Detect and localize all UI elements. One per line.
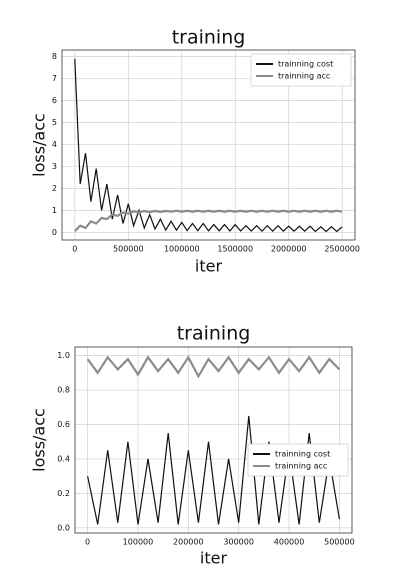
legend-label: trainning cost — [278, 60, 333, 69]
y-tick-label: 1 — [52, 206, 57, 215]
y-tick-label: 3 — [52, 162, 57, 171]
y-tick-label: 6 — [52, 96, 57, 105]
y-tick-label: 7 — [52, 74, 57, 83]
series-line — [74, 209, 343, 232]
series-line — [74, 58, 343, 233]
x-tick-label: 0 — [72, 245, 77, 254]
y-tick-label: 0.2 — [57, 489, 70, 498]
y-tick-label: 0.8 — [57, 386, 70, 395]
x-tick-label: 0 — [85, 538, 90, 547]
plot-frame — [74, 346, 353, 534]
x-tick-label: 300000 — [223, 538, 254, 547]
y-tick-label: 2 — [52, 184, 57, 193]
legend-label: trainning cost — [275, 450, 330, 459]
y-tick-label: 0.6 — [57, 420, 70, 429]
x-tick-label: 500000 — [324, 538, 355, 547]
y-tick-label: 0.4 — [57, 454, 70, 463]
x-tick-label: 2000000 — [271, 245, 307, 254]
x-tick-label: 400000 — [274, 538, 305, 547]
x-tick-label: 2500000 — [324, 245, 360, 254]
y-axis-label: loss/acc — [30, 408, 49, 472]
chart-title: training — [172, 27, 246, 49]
y-tick-label: 0.0 — [57, 523, 70, 532]
y-axis-label: loss/acc — [30, 113, 49, 177]
legend-label: trainning acc — [278, 72, 330, 81]
y-tick-label: 0 — [52, 228, 57, 237]
x-axis-label: iter — [195, 257, 223, 276]
series-line — [87, 415, 340, 525]
y-tick-label: 5 — [52, 118, 57, 127]
y-tick-label: 1.0 — [57, 351, 70, 360]
y-tick-label: 8 — [52, 52, 57, 61]
x-tick-label: 100000 — [123, 538, 154, 547]
legend-box — [250, 53, 352, 87]
plot-frame — [61, 49, 356, 241]
x-tick-label: 1500000 — [217, 245, 253, 254]
legend-label: trainning acc — [275, 462, 327, 471]
series-line — [86, 355, 341, 379]
y-tick-label: 4 — [52, 140, 57, 149]
x-tick-label: 500000 — [113, 245, 144, 254]
x-axis-label: iter — [200, 549, 228, 568]
x-tick-label: 1000000 — [164, 245, 200, 254]
legend-box — [247, 443, 349, 477]
chart-title: training — [177, 323, 251, 345]
x-tick-label: 200000 — [173, 538, 204, 547]
